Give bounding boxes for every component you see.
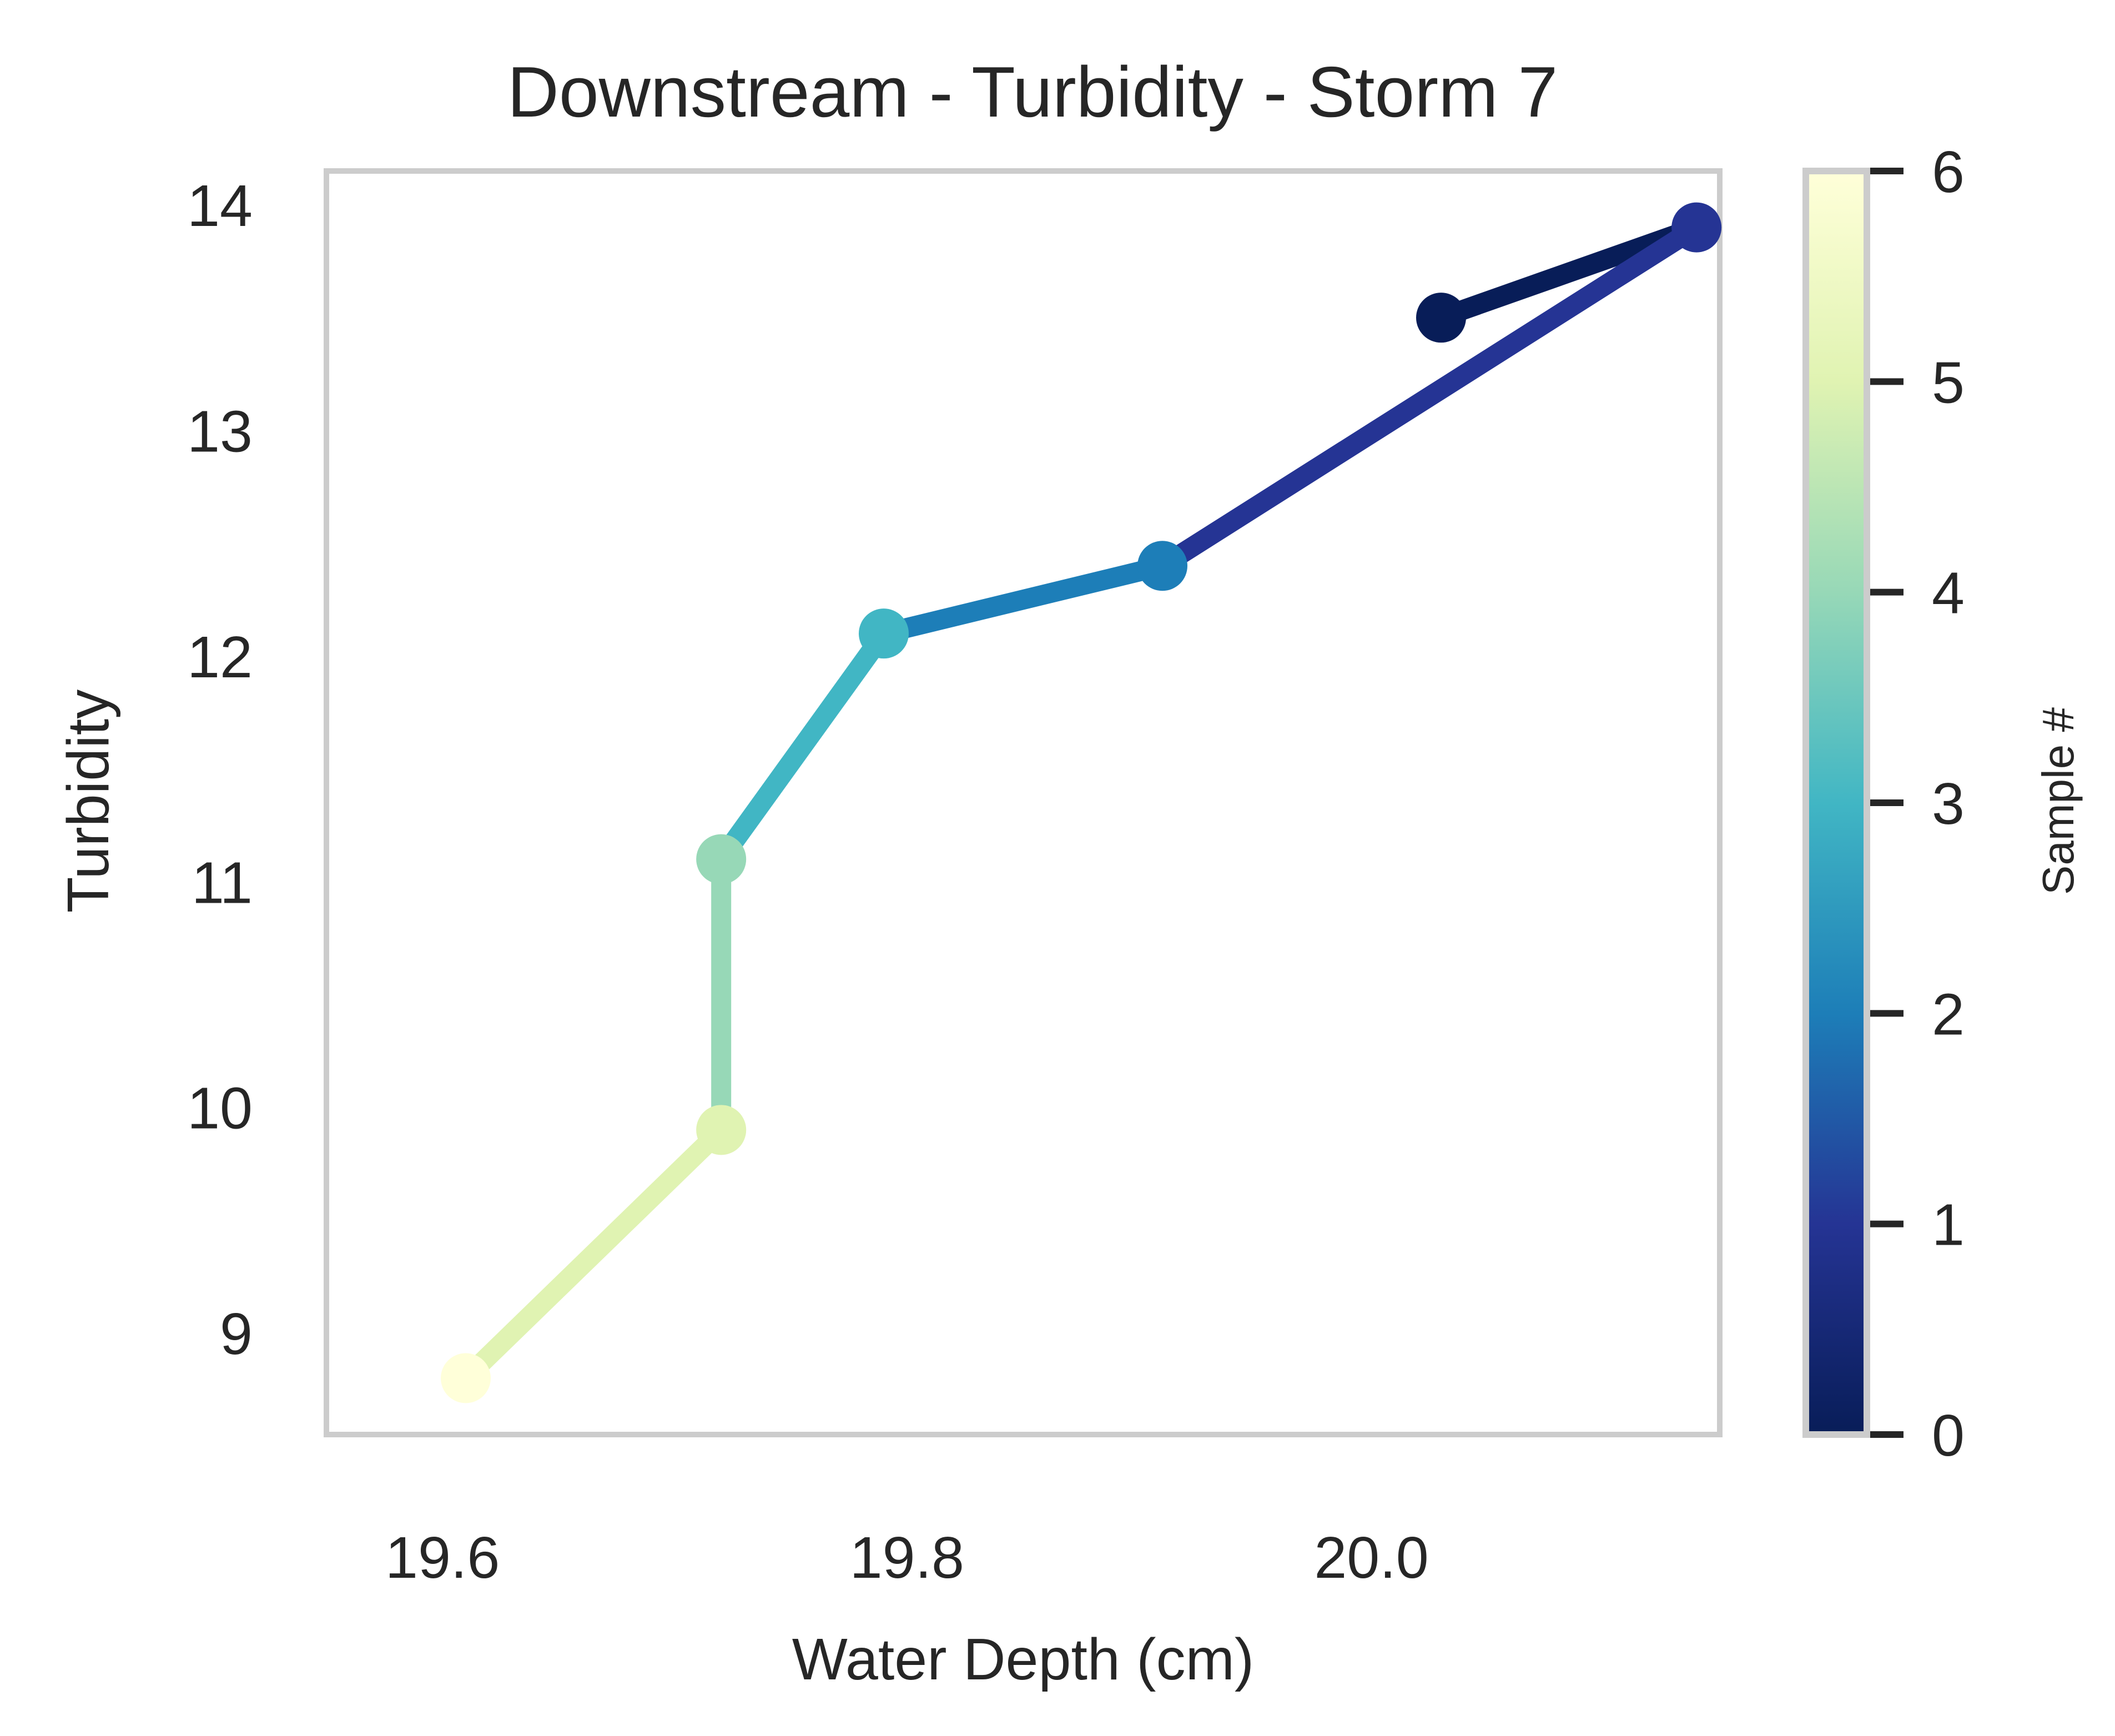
data-point-sample-3 [859, 608, 909, 659]
y-axis-ticks: 9 10 11 12 13 14 [187, 173, 253, 1367]
y-tick-label: 9 [220, 1301, 253, 1367]
plot-frame [324, 168, 1723, 1437]
y-axis-label: Turbidity [56, 690, 121, 913]
colorbar-tick-label: 0 [1932, 1403, 1965, 1468]
x-tick-label: 20.0 [1314, 1525, 1428, 1591]
y-tick-label: 12 [187, 625, 253, 690]
data-point-sample-4 [696, 834, 747, 884]
line-segments [459, 218, 1702, 1386]
y-tick-label: 14 [187, 173, 253, 239]
x-axis-ticks: 19.6 19.8 20.0 [385, 1525, 1429, 1591]
x-tick-label: 19.6 [385, 1525, 500, 1591]
colorbar-tick-label: 4 [1932, 561, 1965, 626]
line-segment-0-1 [1438, 218, 1700, 328]
chart-title: Downstream - Turbidity - Storm 7 [507, 52, 1558, 132]
x-tick-label: 19.8 [850, 1525, 964, 1591]
colorbar-tick-label: 3 [1932, 771, 1965, 837]
colorbar-tick-label: 1 [1932, 1192, 1965, 1258]
colorbar-ticks: 0 1 2 3 4 5 6 [1870, 139, 1965, 1468]
y-tick-label: 13 [187, 399, 253, 464]
data-point-sample-6 [441, 1353, 491, 1403]
colorbar-tick-label: 2 [1932, 982, 1965, 1047]
colorbar-tick-label: 6 [1932, 139, 1965, 205]
data-point-sample-1 [1671, 202, 1722, 253]
line-segment-2-3 [881, 556, 1165, 643]
line-segment-5-6 [459, 1123, 728, 1386]
x-axis-label: Water Depth (cm) [792, 1627, 1254, 1692]
data-point-sample-0 [1416, 293, 1466, 343]
data-point-sample-5 [696, 1105, 747, 1155]
plot-area [324, 168, 1723, 1437]
colorbar: 0 1 2 3 4 5 6 Sample # [1802, 139, 2083, 1468]
colorbar-tick-label: 5 [1932, 350, 1965, 415]
colorbar-label: Sample # [2033, 707, 2083, 895]
y-tick-label: 10 [187, 1076, 253, 1141]
data-points [441, 202, 1722, 1403]
y-tick-label: 11 [192, 850, 253, 915]
data-point-sample-2 [1137, 541, 1187, 591]
line-segment-1-2 [1157, 219, 1702, 575]
colorbar-gradient [1802, 168, 1870, 1438]
line-segment-3-4 [713, 627, 892, 866]
